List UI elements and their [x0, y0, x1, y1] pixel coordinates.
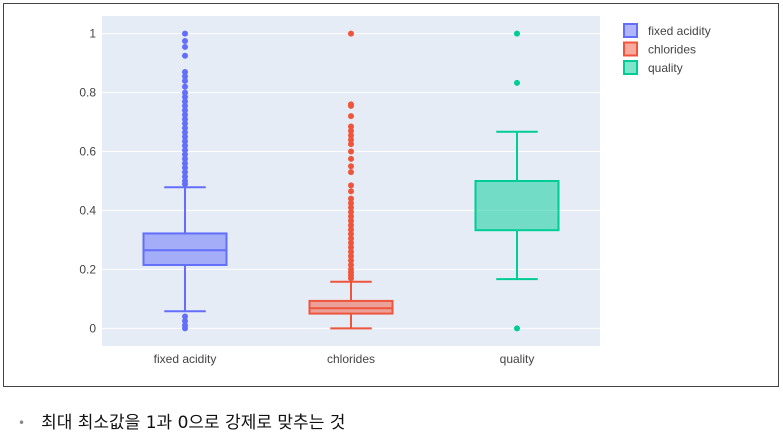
- x-tick-label: fixed acidity: [154, 352, 217, 366]
- outlier-point: [182, 313, 188, 320]
- outlier-point: [182, 102, 188, 109]
- outlier-point: [348, 257, 354, 264]
- y-axis: 0 0.2 0.4 0.6 0.8 1: [79, 27, 96, 336]
- y-tick-label: 1: [89, 27, 96, 41]
- outlier-point: [348, 182, 354, 189]
- outlier-point: [182, 30, 188, 37]
- outlier-point: [182, 173, 188, 180]
- outlier-point: [182, 133, 188, 140]
- outlier-point: [348, 275, 354, 282]
- outlier-point: [348, 188, 354, 195]
- note-text: 최대 최소값을 1과 0으로 강제로 맞추는 것: [41, 413, 346, 433]
- y-tick-label: 0: [89, 321, 96, 335]
- legend-label: fixed acidity: [648, 24, 711, 38]
- box-plot: 0 0.2 0.4 0.6 0.8 1 fixed acidity chlorides qua…: [79, 16, 711, 366]
- outlier-point: [348, 132, 354, 139]
- outlier-point: [182, 89, 188, 96]
- outlier-point: [182, 160, 188, 167]
- legend-item: fixed acidity: [623, 23, 711, 38]
- outlier-point: [348, 244, 354, 251]
- bullet-note: • 최대 최소값을 1과 0으로 강제로 맞추는 것: [18, 408, 345, 433]
- outlier-point: [348, 148, 354, 155]
- outlier-point: [348, 239, 354, 246]
- legend-item: chlorides: [623, 41, 696, 57]
- legend-label: chlorides: [648, 43, 696, 57]
- outlier-point: [182, 142, 188, 149]
- outlier-point: [348, 30, 354, 37]
- outlier-point: [182, 107, 188, 114]
- outlier-point: [348, 235, 354, 242]
- outlier-point: [348, 123, 354, 130]
- legend-swatch: [623, 41, 638, 57]
- outlier-point: [182, 317, 188, 324]
- outlier-point: [348, 253, 354, 260]
- outlier-point: [182, 169, 188, 176]
- y-tick-label: 0.6: [79, 145, 96, 159]
- outlier-point: [182, 98, 188, 105]
- outlier-point: [348, 261, 354, 268]
- x-axis: fixed acidity chlorides quality: [154, 352, 535, 366]
- outlier-point: [182, 116, 188, 123]
- outlier-point: [182, 73, 188, 80]
- legend-label: quality: [648, 61, 683, 75]
- outlier-point: [182, 325, 188, 332]
- outlier-point: [348, 113, 354, 120]
- outlier-point: [348, 136, 354, 143]
- outlier-point: [182, 138, 188, 145]
- box-iqr: [142, 232, 228, 266]
- outlier-point: [182, 147, 188, 154]
- outlier-point: [182, 43, 188, 50]
- outlier-point: [348, 213, 354, 220]
- outlier-point: [348, 222, 354, 229]
- outlier-point: [182, 38, 188, 45]
- outlier-point: [182, 124, 188, 131]
- y-tick-label: 0.2: [79, 262, 96, 276]
- outlier-point: [348, 217, 354, 224]
- legend-item: quality: [623, 60, 683, 75]
- box-iqr: [474, 180, 560, 232]
- outlier-point: [514, 30, 520, 37]
- outlier-point: [182, 151, 188, 158]
- legend-swatch: [623, 23, 638, 38]
- outlier-point: [348, 208, 354, 215]
- outlier-point: [182, 83, 188, 90]
- outlier-point: [182, 129, 188, 136]
- y-tick-label: 0.8: [79, 86, 96, 100]
- box-trace-chlorides: [308, 30, 394, 330]
- box-iqr: [308, 299, 394, 315]
- outlier-point: [182, 180, 188, 187]
- outlier-point: [182, 77, 188, 84]
- box-trace-quality: [474, 30, 560, 332]
- outlier-point: [348, 155, 354, 162]
- outlier-point: [348, 163, 354, 170]
- y-tick-label: 0.4: [79, 203, 96, 217]
- outlier-point: [182, 94, 188, 101]
- outlier-point: [348, 127, 354, 134]
- outlier-point: [348, 204, 354, 211]
- outlier-point: [182, 120, 188, 127]
- legend: fixed acidity chlorides quality: [623, 23, 711, 75]
- outlier-point: [182, 164, 188, 171]
- outlier-point: [182, 52, 188, 59]
- outlier-point: [514, 79, 520, 86]
- outlier-point: [182, 111, 188, 118]
- outlier-point: [348, 169, 354, 176]
- bullet-icon: •: [18, 416, 26, 430]
- x-tick-label: quality: [500, 352, 535, 366]
- outlier-point: [348, 231, 354, 238]
- outlier-point: [348, 141, 354, 148]
- outlier-point: [348, 200, 354, 207]
- chart-frame: 0 0.2 0.4 0.6 0.8 1 fixed acidity chlorides qua…: [3, 3, 779, 387]
- outlier-point: [514, 325, 520, 332]
- outlier-point: [348, 248, 354, 255]
- legend-swatch: [623, 60, 638, 75]
- box-trace-fixed-acidity: [142, 30, 228, 332]
- outlier-point: [182, 68, 188, 75]
- outlier-point: [348, 195, 354, 202]
- x-tick-label: chlorides: [327, 352, 375, 366]
- box-traces: [142, 30, 560, 332]
- outlier-point: [182, 155, 188, 162]
- outlier-point: [348, 102, 354, 109]
- outlier-point: [348, 226, 354, 233]
